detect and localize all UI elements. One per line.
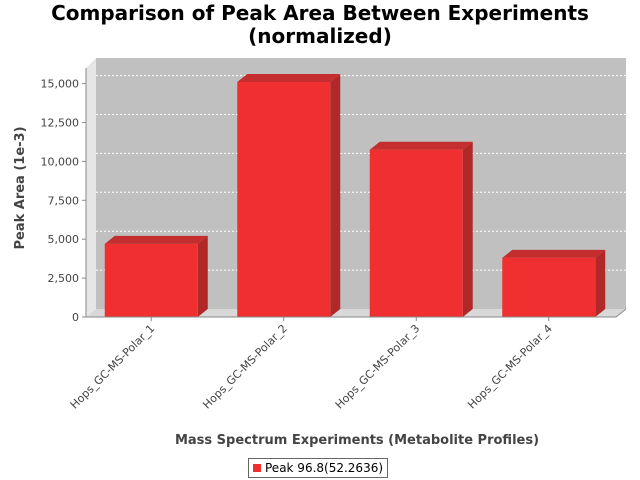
bar-side	[197, 235, 208, 317]
x-axis-depth-line	[615, 308, 627, 318]
bar-front	[237, 82, 331, 317]
y-tick-label: 0	[72, 311, 79, 324]
bar-top	[369, 141, 473, 150]
y-tick-label: 2,500	[48, 272, 80, 285]
x-tick-label: Hops_GC-MS-Polar_3	[333, 322, 423, 412]
y-tick-label: 15,000	[41, 78, 80, 91]
bar-front	[502, 257, 596, 317]
y-tick-label: 5,000	[48, 233, 80, 246]
bar-front	[104, 243, 198, 317]
legend: Peak 96.8(52.2636)	[248, 458, 389, 478]
legend-label: Peak 96.8(52.2636)	[265, 461, 384, 475]
x-axis-title: Mass Spectrum Experiments (Metabolite Pr…	[175, 433, 539, 448]
bar[interactable]	[502, 249, 606, 317]
axes	[85, 68, 627, 318]
bars	[104, 74, 606, 317]
plot-left-wall	[86, 58, 96, 317]
y-tick-label: 10,000	[41, 155, 80, 168]
chart-title-line-2: (normalized)	[248, 24, 392, 48]
bar-side	[595, 249, 606, 317]
bar-top	[237, 74, 341, 83]
bar[interactable]	[369, 141, 473, 317]
bar-side	[462, 141, 473, 317]
y-tick-label: 12,500	[41, 116, 80, 129]
bar[interactable]	[104, 235, 208, 317]
x-tick-label: Hops_GC-MS-Polar_2	[200, 322, 290, 412]
bar-side	[330, 74, 341, 317]
bar[interactable]	[237, 74, 341, 317]
y-axis-ticks: 0 2,500 5,000 7,500 10,000 12,500 15,000	[41, 78, 86, 324]
chart-title-line-1: Comparison of Peak Area Between Experime…	[51, 1, 589, 25]
legend-swatch	[253, 464, 261, 472]
x-tick-label: Hops_GC-MS-Polar_1	[68, 322, 158, 412]
chart-title: Comparison of Peak Area Between Experime…	[0, 2, 640, 48]
x-axis-ticks: Hops_GC-MS-Polar_1 Hops_GC-MS-Polar_2 Hops…	[68, 317, 555, 411]
bar-top	[502, 249, 606, 258]
y-tick-label: 7,500	[48, 194, 80, 207]
bar-front	[369, 149, 463, 317]
x-tick-label: Hops_GC-MS-Polar_4	[465, 322, 555, 412]
y-axis-title: Peak Area (1e-3)	[13, 126, 28, 249]
plot-floor	[86, 309, 626, 317]
bar-top	[104, 235, 208, 244]
